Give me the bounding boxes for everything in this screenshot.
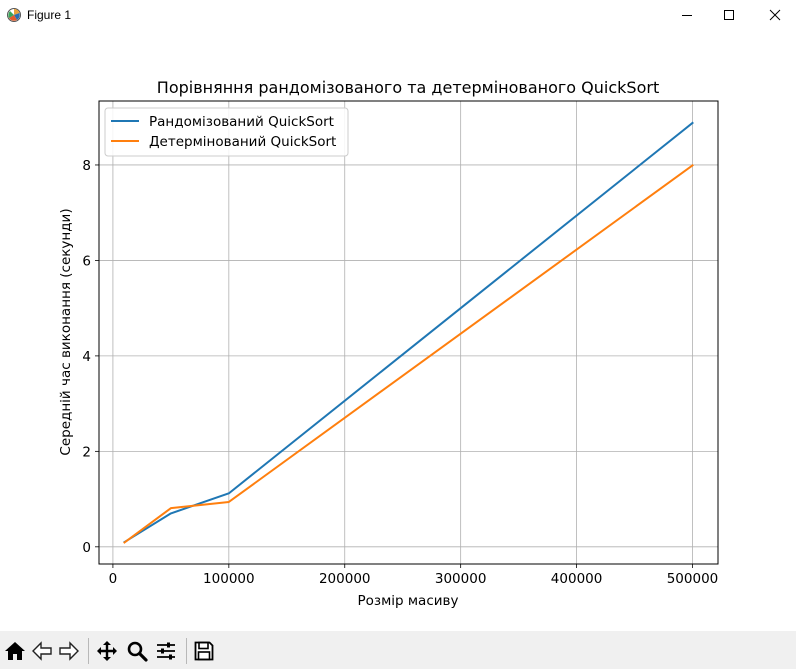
series-line-randomized <box>123 121 694 544</box>
back-button[interactable] <box>30 639 54 663</box>
configure-subplots-icon <box>157 642 175 660</box>
close-button[interactable] <box>752 0 796 30</box>
y-tick-label: 0 <box>82 540 91 556</box>
pan-button[interactable] <box>95 639 119 663</box>
y-tick-label: 8 <box>82 158 91 174</box>
plot-area-background <box>99 101 718 564</box>
matplotlib-figure-icon <box>7 8 21 22</box>
save-icon <box>194 641 214 661</box>
pan-icon <box>97 641 117 661</box>
zoom-button[interactable] <box>125 639 149 663</box>
zoom-icon <box>127 641 148 662</box>
y-tick-label: 2 <box>82 444 91 460</box>
legend-label-randomized: Рандомізований QuickSort <box>149 114 334 130</box>
navigation-toolbar <box>0 631 796 669</box>
y-tick-label: 4 <box>82 349 91 365</box>
configure-subplots-button[interactable] <box>154 639 178 663</box>
home-icon <box>5 642 25 660</box>
window-title: Figure 1 <box>27 8 72 22</box>
toolbar-separator <box>88 638 89 664</box>
forward-button[interactable] <box>57 639 81 663</box>
back-icon <box>32 641 52 661</box>
series-line-deterministic <box>123 164 694 544</box>
line-chart: 0 100000 200000 300000 400000 500000 0 2 4 6 8 Пор… <box>58 78 719 609</box>
chart-title: Порівняння рандомізованого та детермінов… <box>157 78 659 97</box>
minimize-button[interactable] <box>664 0 710 30</box>
forward-icon <box>59 641 79 661</box>
plot-frame <box>98 100 719 565</box>
grid <box>99 101 718 564</box>
figure-canvas[interactable]: 0 100000 200000 300000 400000 500000 0 2 4 6 8 Пор… <box>0 30 796 631</box>
y-axis-label: Середній час виконання (секунди) <box>58 208 74 455</box>
legend: Рандомізований QuickSort Детермінований … <box>104 107 349 157</box>
close-icon <box>769 9 781 21</box>
x-tick-label: 100000 <box>203 571 255 587</box>
save-button[interactable] <box>192 639 216 663</box>
home-button[interactable] <box>3 639 27 663</box>
x-tick-label: 200000 <box>319 571 371 587</box>
axis-ticks: 0 100000 200000 300000 400000 500000 0 2 4 6 8 <box>82 158 718 587</box>
window-titlebar: Figure 1 <box>0 0 796 30</box>
x-tick-label: 400000 <box>551 571 603 587</box>
x-tick-label: 500000 <box>667 571 719 587</box>
x-tick-label: 0 <box>109 571 118 587</box>
legend-box <box>104 107 349 157</box>
toolbar-separator <box>186 638 187 664</box>
minimize-icon <box>682 15 692 16</box>
y-tick-label: 6 <box>82 253 91 269</box>
x-tick-label: 300000 <box>435 571 487 587</box>
maximize-button[interactable] <box>706 0 752 30</box>
x-axis-label: Розмір масиву <box>358 593 459 609</box>
series-lines <box>123 121 694 544</box>
legend-label-deterministic: Детермінований QuickSort <box>149 134 336 150</box>
maximize-icon <box>724 10 734 20</box>
